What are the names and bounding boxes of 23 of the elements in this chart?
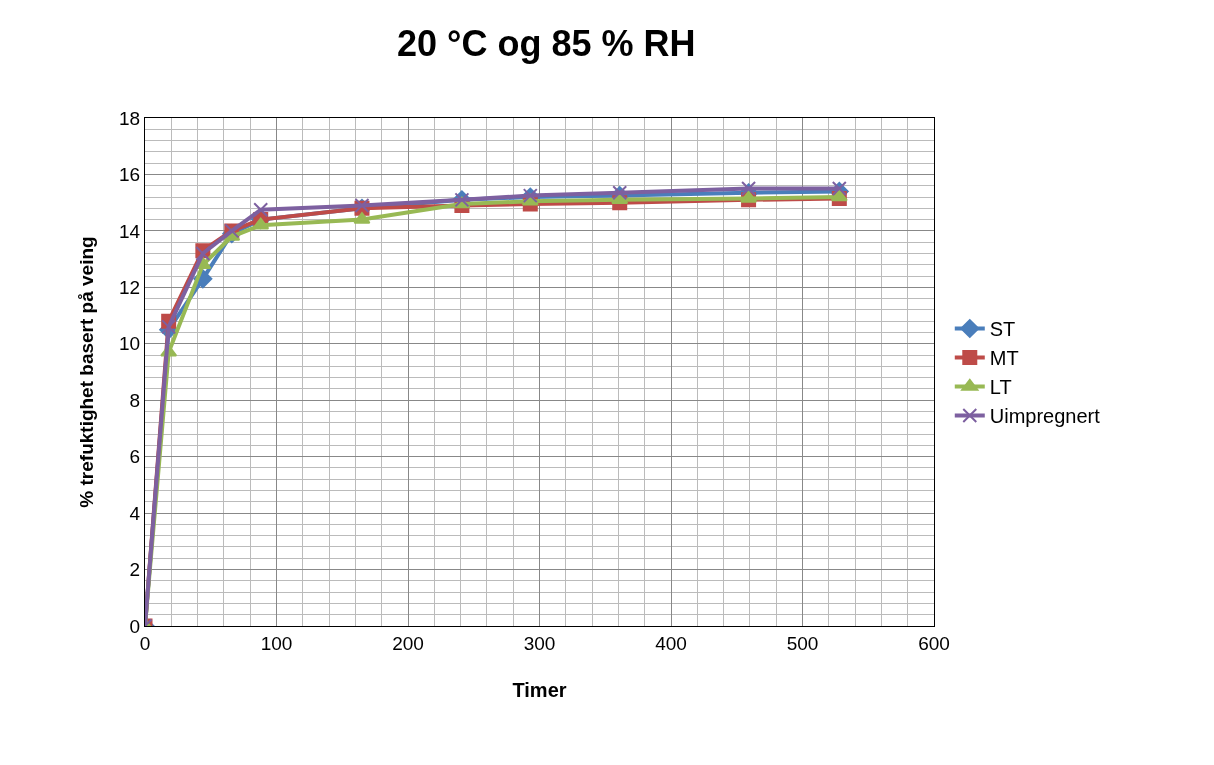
x-tick-label: 400 [655, 632, 687, 654]
y-tick-label: 10 [119, 333, 141, 355]
y-tick-label: 8 [129, 389, 141, 411]
y-tick-label: 0 [129, 615, 141, 637]
legend-label: Uimpregnert [989, 405, 1101, 428]
x-tick-label: 200 [392, 632, 424, 654]
x-tick-label: 300 [523, 632, 556, 654]
x-axis-title: Timer [512, 679, 567, 702]
chart-title: 20 °C og 85 % RH [397, 22, 696, 64]
legend-label: ST [989, 318, 1016, 341]
y-tick-label: 6 [129, 446, 141, 468]
y-axis-title: % trefuktighet basert på veing [75, 236, 97, 508]
y-tick-label: 2 [129, 559, 141, 581]
y-tick-label: 16 [119, 164, 141, 186]
x-tick-label: 600 [918, 632, 950, 654]
y-tick-label: 18 [119, 107, 141, 129]
y-tick-label: 14 [119, 220, 141, 242]
x-tick-label: 500 [786, 632, 819, 654]
legend-label: MT [989, 347, 1019, 370]
y-tick-label: 4 [129, 502, 141, 524]
legend-label: LT [989, 376, 1012, 399]
x-tick-label: 100 [260, 632, 293, 654]
y-tick-label: 12 [119, 276, 141, 298]
